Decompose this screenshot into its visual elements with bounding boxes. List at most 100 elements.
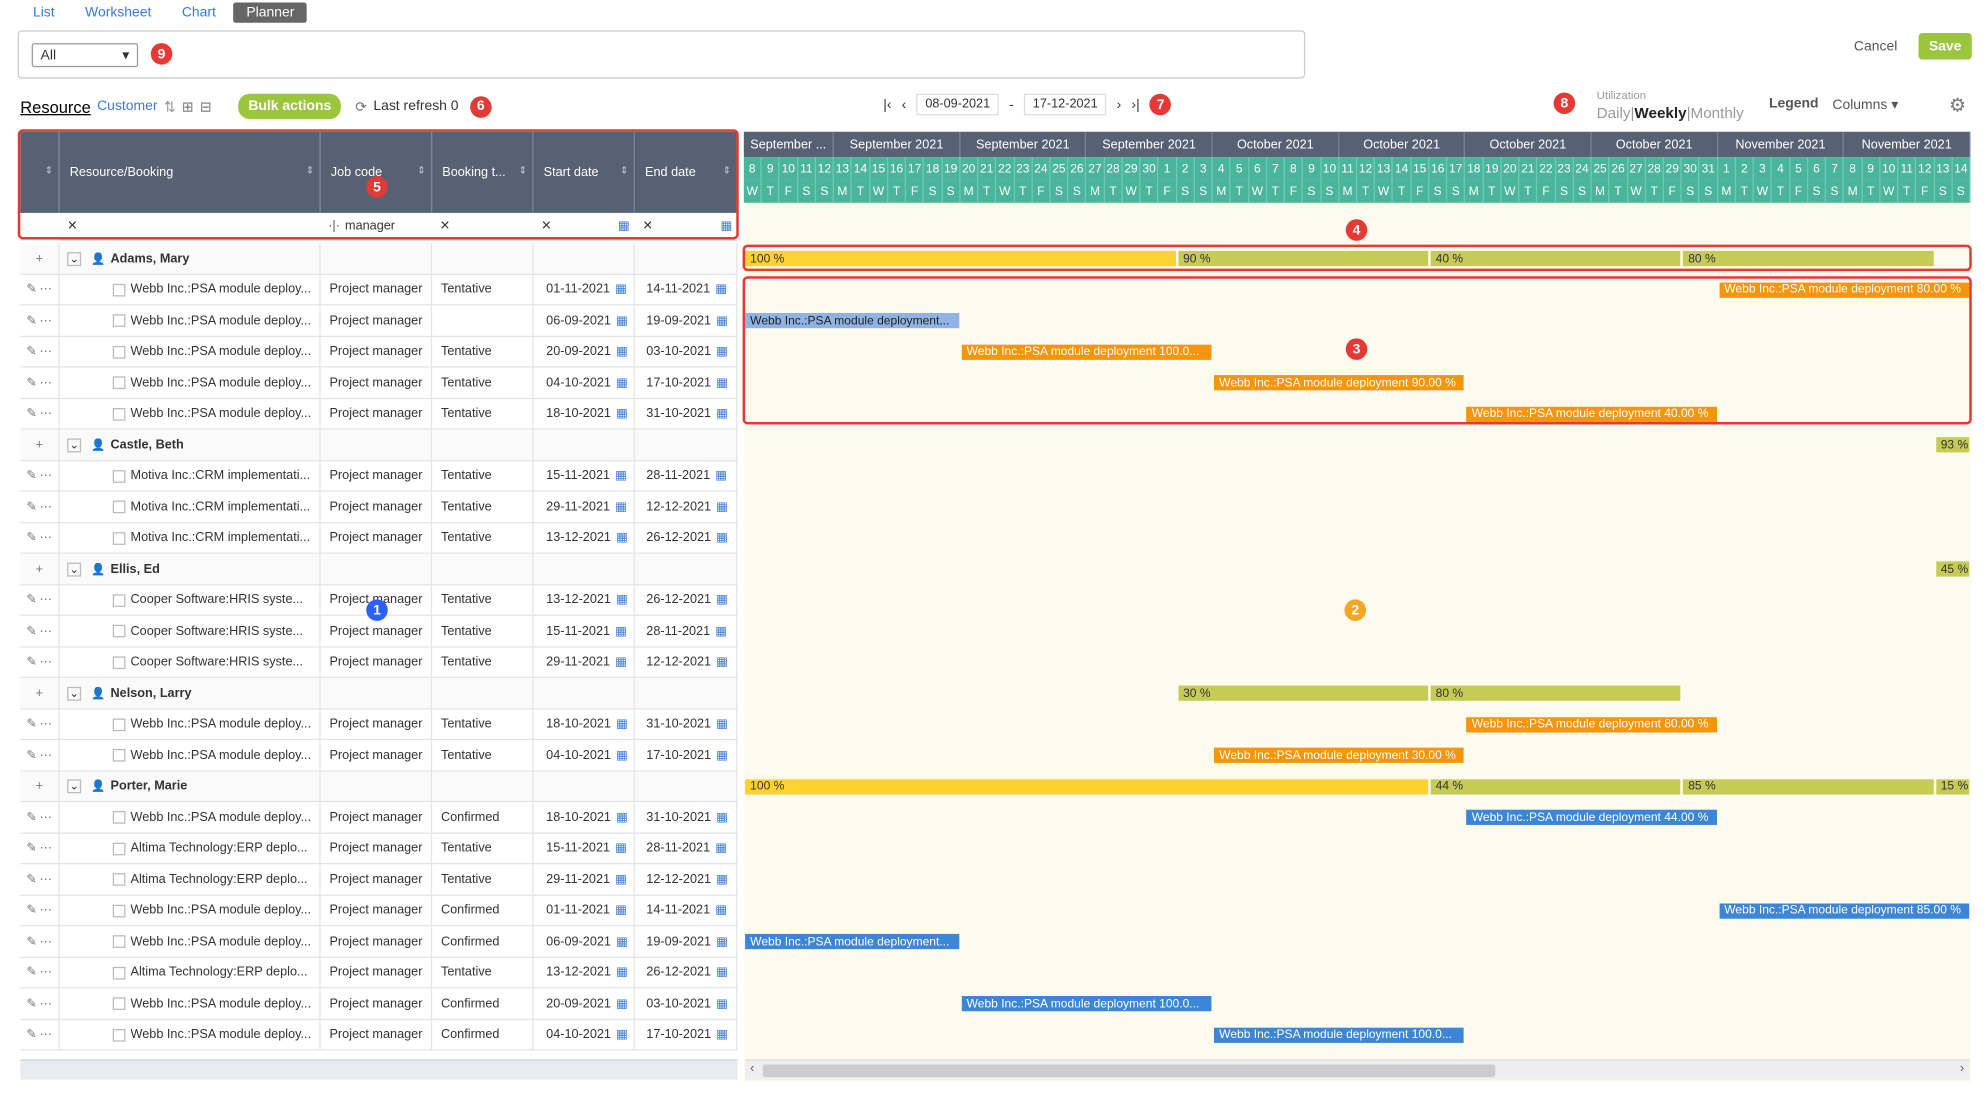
- more-icon[interactable]: ⋯: [39, 313, 53, 328]
- add-icon[interactable]: +: [35, 562, 43, 577]
- prev-page-icon[interactable]: ‹: [901, 96, 907, 113]
- more-icon[interactable]: ⋯: [39, 282, 53, 297]
- refresh-icon[interactable]: ⟳: [355, 99, 367, 115]
- next-page-icon[interactable]: ›: [1116, 96, 1122, 113]
- filter-end-date[interactable]: ✕ ▦: [634, 213, 738, 241]
- clear-icon[interactable]: ✕: [439, 219, 451, 234]
- row-checkbox[interactable]: [112, 935, 126, 949]
- calendar-icon[interactable]: ▦: [716, 500, 729, 515]
- calendar-icon[interactable]: ▦: [616, 810, 629, 825]
- calendar-icon[interactable]: ▦: [716, 593, 729, 608]
- utilization-bar[interactable]: 100 %: [745, 250, 1176, 267]
- edit-icon[interactable]: ✎: [26, 655, 37, 670]
- utilization-bar[interactable]: 80 %: [1683, 250, 1934, 267]
- more-icon[interactable]: ⋯: [39, 344, 53, 359]
- tab-worksheet[interactable]: Worksheet: [85, 5, 152, 21]
- calendar-icon[interactable]: ▦: [715, 841, 728, 856]
- booking-name[interactable]: Webb Inc.:PSA module deploy...: [130, 748, 312, 763]
- util-monthly[interactable]: Monthly: [1690, 103, 1744, 122]
- resource-name[interactable]: Nelson, Larry: [110, 686, 192, 701]
- booking-bar[interactable]: Webb Inc.:PSA module deployment 44.00 %: [1466, 809, 1717, 825]
- row-checkbox[interactable]: [112, 904, 126, 918]
- calendar-icon[interactable]: ▦: [615, 500, 628, 515]
- utilization-bar[interactable]: 90 %: [1178, 250, 1429, 267]
- row-checkbox[interactable]: [112, 749, 126, 762]
- resource-name[interactable]: Ellis, Ed: [110, 562, 160, 577]
- calendar-icon[interactable]: ▦: [716, 313, 729, 328]
- calendar-icon[interactable]: ▦: [616, 934, 629, 949]
- calendar-icon[interactable]: ▦: [616, 531, 629, 546]
- calendar-icon[interactable]: ▦: [616, 344, 629, 359]
- add-icon[interactable]: +: [35, 438, 43, 453]
- calendar-icon[interactable]: ▦: [716, 810, 729, 825]
- edit-icon[interactable]: ✎: [26, 996, 37, 1011]
- calendar-icon[interactable]: ▦: [616, 1028, 629, 1042]
- add-icon[interactable]: +: [35, 686, 43, 701]
- calendar-icon[interactable]: ▦: [616, 407, 629, 422]
- calendar-icon[interactable]: ▦: [617, 219, 630, 234]
- calendar-icon[interactable]: ▦: [716, 1028, 729, 1042]
- calendar-icon[interactable]: ▦: [616, 593, 629, 608]
- clear-icon[interactable]: ✕: [67, 219, 78, 234]
- booking-bar[interactable]: Webb Inc.:PSA module deployment...: [745, 933, 960, 950]
- calendar-icon[interactable]: ▦: [615, 903, 628, 918]
- booking-bar[interactable]: Webb Inc.:PSA module deployment 30.00 %: [1214, 747, 1465, 763]
- row-checkbox[interactable]: [112, 718, 126, 731]
- add-icon[interactable]: +: [35, 251, 43, 266]
- row-checkbox[interactable]: [112, 625, 126, 638]
- calendar-icon[interactable]: ▦: [615, 841, 628, 856]
- edit-icon[interactable]: ✎: [26, 810, 37, 825]
- calendar-icon[interactable]: ▦: [716, 872, 729, 887]
- utilization-bar[interactable]: 30 %: [1178, 685, 1429, 701]
- booking-bar[interactable]: Webb Inc.:PSA module deployment 85.00 %: [1719, 902, 1970, 919]
- booking-bar[interactable]: Webb Inc.:PSA module deployment 90.00 %: [1214, 375, 1465, 391]
- edit-icon[interactable]: ✎: [26, 593, 37, 608]
- tab-planner[interactable]: Planner: [233, 2, 308, 23]
- collapse-icon[interactable]: ⌄: [67, 686, 82, 701]
- clear-icon[interactable]: ✕: [642, 219, 654, 234]
- calendar-icon[interactable]: ▦: [716, 748, 729, 763]
- booking-bar[interactable]: Webb Inc.:PSA module deployment 100.0...: [961, 996, 1212, 1012]
- row-checkbox[interactable]: [112, 469, 126, 483]
- more-icon[interactable]: ⋯: [39, 872, 53, 887]
- booking-name[interactable]: Altima Technology:ERP deplo...: [130, 841, 308, 856]
- calendar-icon[interactable]: ▦: [716, 531, 729, 546]
- edit-icon[interactable]: ✎: [26, 282, 37, 297]
- utilization-bar[interactable]: 15 %: [1935, 778, 1970, 794]
- more-icon[interactable]: ⋯: [39, 934, 53, 949]
- row-checkbox[interactable]: [112, 345, 126, 359]
- collapse-icon[interactable]: ⌄: [67, 251, 82, 266]
- resource-name[interactable]: Castle, Beth: [110, 438, 184, 453]
- calendar-icon[interactable]: ▦: [716, 655, 729, 670]
- utilization-bar[interactable]: 80 %: [1430, 685, 1681, 701]
- calendar-icon[interactable]: ▦: [616, 748, 629, 763]
- row-checkbox[interactable]: [112, 531, 126, 545]
- calendar-icon[interactable]: ▦: [615, 872, 628, 887]
- calendar-icon[interactable]: ▦: [615, 655, 628, 670]
- collapse-icon[interactable]: ⌄: [67, 438, 82, 453]
- edit-icon[interactable]: ✎: [26, 376, 37, 390]
- tab-list[interactable]: List: [32, 5, 55, 21]
- more-icon[interactable]: ⋯: [39, 748, 53, 763]
- more-icon[interactable]: ⋯: [39, 407, 53, 422]
- collapse-icon[interactable]: ⌄: [67, 562, 82, 577]
- calendar-icon[interactable]: ▦: [616, 996, 629, 1011]
- sort-icon[interactable]: ⇅: [163, 99, 176, 115]
- booking-name[interactable]: Webb Inc.:PSA module deploy...: [130, 810, 312, 825]
- edit-icon[interactable]: ✎: [26, 841, 37, 856]
- calendar-icon[interactable]: ▦: [716, 965, 729, 980]
- booking-name[interactable]: Webb Inc.:PSA module deploy...: [130, 717, 312, 732]
- grid-header-select[interactable]: ⇕: [20, 131, 60, 213]
- booking-name[interactable]: Webb Inc.:PSA module deploy...: [130, 903, 312, 918]
- first-page-icon[interactable]: |‹: [883, 96, 892, 113]
- utilization-bar[interactable]: 44 %: [1430, 778, 1681, 794]
- add-icon[interactable]: +: [35, 779, 43, 794]
- booking-name[interactable]: Cooper Software:HRIS syste...: [130, 593, 304, 608]
- booking-name[interactable]: Webb Inc.:PSA module deploy...: [130, 996, 312, 1011]
- scroll-right-icon[interactable]: ›: [1959, 1061, 1965, 1076]
- calendar-icon[interactable]: ▦: [716, 344, 729, 359]
- more-icon[interactable]: ⋯: [39, 469, 53, 484]
- calendar-icon[interactable]: ▦: [615, 624, 628, 639]
- last-page-icon[interactable]: ›|: [1131, 96, 1140, 113]
- booking-name[interactable]: Webb Inc.:PSA module deploy...: [130, 313, 312, 328]
